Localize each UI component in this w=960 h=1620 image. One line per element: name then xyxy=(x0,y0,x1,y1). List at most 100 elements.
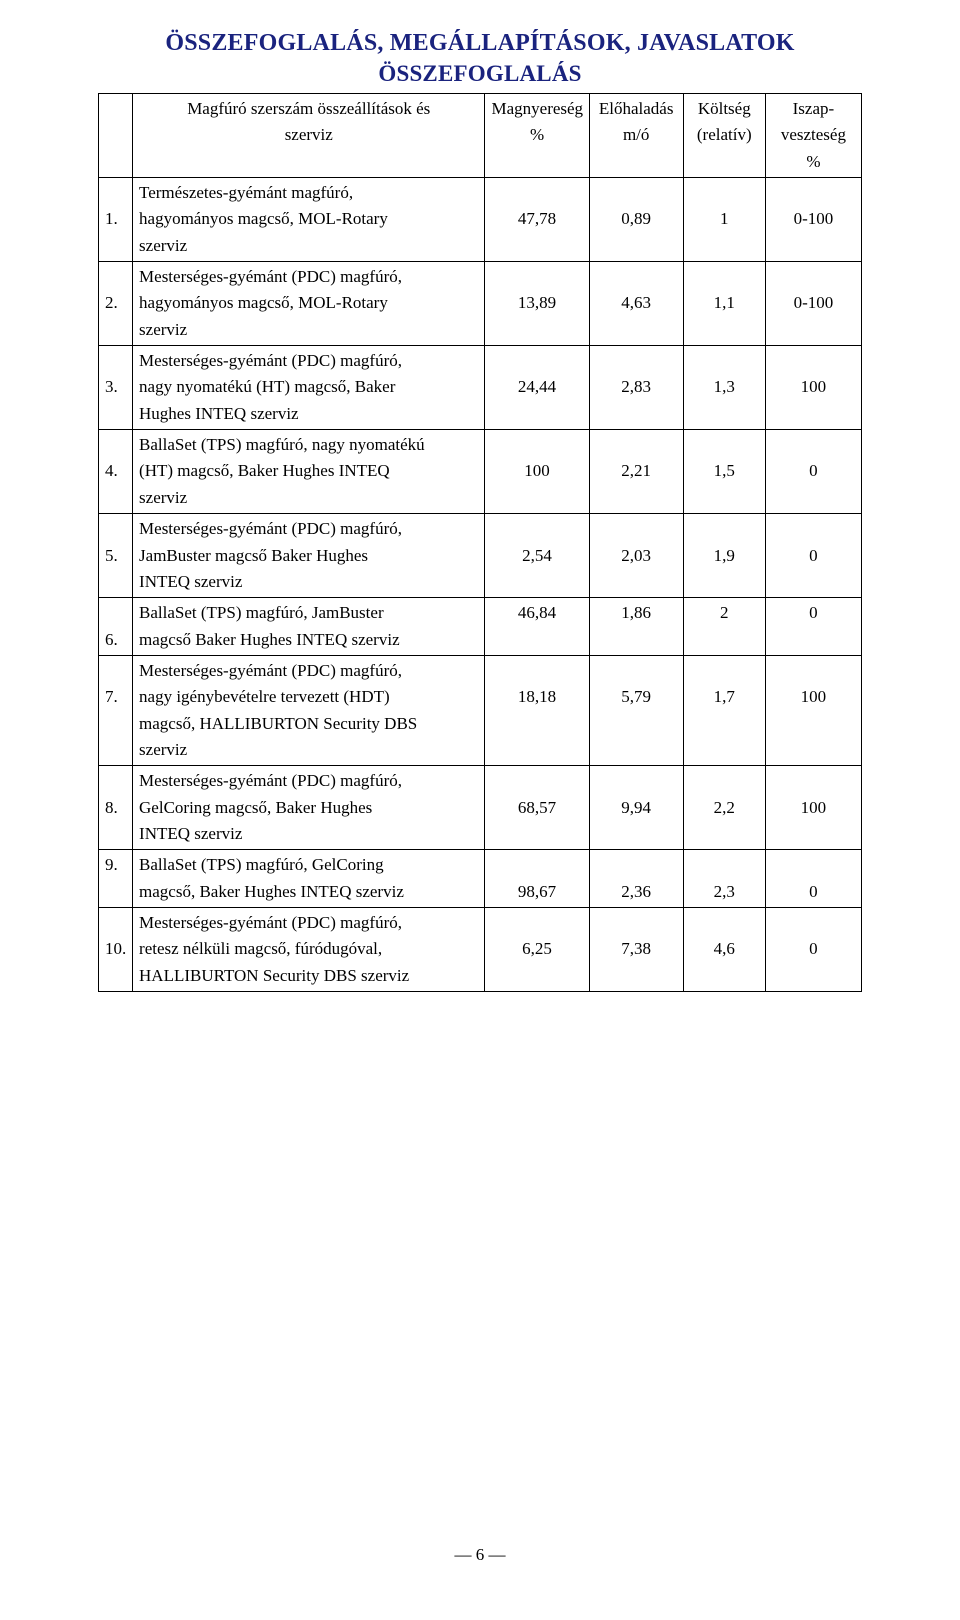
cell-val: 98,67 xyxy=(518,882,556,901)
row-index-val: 1. xyxy=(105,209,118,228)
title-sub: ÖSSZEFOGLALÁS xyxy=(98,61,862,87)
cell-val: 0-100 xyxy=(794,293,834,312)
header-elohaladas-l2: m/ó xyxy=(596,122,677,148)
row-iszap: 0-100 xyxy=(765,178,861,262)
cell-val: 18,18 xyxy=(518,687,556,706)
header-desc: Magfúró szerszám összeállítások és szerv… xyxy=(133,94,485,178)
row-iszap: 0 xyxy=(765,514,861,598)
table-row: 3. Mesterséges-gyémánt (PDC) magfúró, na… xyxy=(99,346,862,430)
cell-val: 1,3 xyxy=(714,377,735,396)
cell-val: 2,2 xyxy=(714,798,735,817)
page: ÖSSZEFOGLALÁS, MEGÁLLAPÍTÁSOK, JAVASLATO… xyxy=(0,0,960,1620)
row-index: 7. xyxy=(99,655,133,765)
table-row: 1. Természetes-gyémánt magfúró, hagyomán… xyxy=(99,178,862,262)
row-elohaladas: 5,79 xyxy=(589,655,683,765)
row-koltseg: 2 xyxy=(683,598,765,656)
row-elohaladas: 4,63 xyxy=(589,262,683,346)
row-desc-line: Mesterséges-gyémánt (PDC) magfúró, xyxy=(139,348,478,374)
cell-val: 100 xyxy=(801,687,827,706)
cell-val: 7,38 xyxy=(621,939,651,958)
table-row: 9. BallaSet (TPS) magfúró, GelCoring mag… xyxy=(99,850,862,908)
cell-val: 5,79 xyxy=(621,687,651,706)
cell-val: 2,36 xyxy=(621,882,651,901)
cell-val: 1,1 xyxy=(714,293,735,312)
cell-val: 0 xyxy=(809,882,818,901)
cell-val: 4,6 xyxy=(714,939,735,958)
row-index-val: 9. xyxy=(105,855,118,874)
row-index-val: 4. xyxy=(105,461,118,480)
cell-val: 4,63 xyxy=(621,293,651,312)
cell-val: 13,89 xyxy=(518,293,556,312)
row-iszap: 100 xyxy=(765,766,861,850)
cell-val: 2,21 xyxy=(621,461,651,480)
table-row: 4. BallaSet (TPS) magfúró, nagy nyomaték… xyxy=(99,430,862,514)
table-row: 8. Mesterséges-gyémánt (PDC) magfúró, Ge… xyxy=(99,766,862,850)
header-iszap-l1: Iszap- xyxy=(772,96,855,122)
cell-val: 100 xyxy=(801,377,827,396)
row-koltseg: 4,6 xyxy=(683,907,765,991)
row-desc-line: INTEQ szerviz xyxy=(139,821,478,847)
row-index: 3. xyxy=(99,346,133,430)
cell-val: 6,25 xyxy=(522,939,552,958)
cell-val: 1 xyxy=(720,209,729,228)
row-desc-line: retesz nélküli magcső, fúródugóval, xyxy=(139,936,478,962)
cell-val: 1,5 xyxy=(714,461,735,480)
row-iszap: 100 xyxy=(765,346,861,430)
header-koltseg-l1: Költség xyxy=(690,96,759,122)
row-koltseg: 1,3 xyxy=(683,346,765,430)
row-desc-line: nagy nyomatékú (HT) magcső, Baker xyxy=(139,374,478,400)
row-desc: BallaSet (TPS) magfúró, nagy nyomatékú (… xyxy=(133,430,485,514)
table-row: 10. Mesterséges-gyémánt (PDC) magfúró, r… xyxy=(99,907,862,991)
row-elohaladas: 2,03 xyxy=(589,514,683,598)
cell-val: 2,83 xyxy=(621,377,651,396)
row-desc-line: szerviz xyxy=(139,737,478,763)
row-desc: Mesterséges-gyémánt (PDC) magfúró, hagyo… xyxy=(133,262,485,346)
row-desc-line: Mesterséges-gyémánt (PDC) magfúró, xyxy=(139,910,478,936)
header-koltseg-l2: (relatív) xyxy=(690,122,759,148)
row-magnyereseg: 24,44 xyxy=(485,346,589,430)
cell-val: 0 xyxy=(809,939,818,958)
cell-val: 24,44 xyxy=(518,377,556,396)
row-desc-line: Hughes INTEQ szerviz xyxy=(139,401,478,427)
row-koltseg: 1,7 xyxy=(683,655,765,765)
row-desc-line: szerviz xyxy=(139,317,478,343)
table-header-row: Magfúró szerszám összeállítások és szerv… xyxy=(99,94,862,178)
row-index: 6. xyxy=(99,598,133,656)
row-desc: BallaSet (TPS) magfúró, JamBuster magcső… xyxy=(133,598,485,656)
row-index-val: 10. xyxy=(105,939,126,958)
row-magnyereseg: 46,84 xyxy=(485,598,589,656)
row-koltseg: 1,9 xyxy=(683,514,765,598)
row-desc: Mesterséges-gyémánt (PDC) magfúró, GelCo… xyxy=(133,766,485,850)
row-desc: BallaSet (TPS) magfúró, GelCoring magcső… xyxy=(133,850,485,908)
header-desc-l2: szerviz xyxy=(139,122,478,148)
cell-val: 1,9 xyxy=(714,546,735,565)
cell-val: 2,54 xyxy=(522,546,552,565)
header-iszap: Iszap- veszteség % xyxy=(765,94,861,178)
header-magnyereseg-l1: Magnyereség xyxy=(491,96,582,122)
row-index: 10. xyxy=(99,907,133,991)
row-desc: Mesterséges-gyémánt (PDC) magfúró, JamBu… xyxy=(133,514,485,598)
cell-val: 100 xyxy=(524,461,550,480)
footer-dash-right: — xyxy=(484,1545,505,1564)
row-desc: Mesterséges-gyémánt (PDC) magfúró, nagy … xyxy=(133,346,485,430)
row-magnyereseg: 68,57 xyxy=(485,766,589,850)
row-magnyereseg: 6,25 xyxy=(485,907,589,991)
header-iszap-l3: % xyxy=(772,149,855,175)
row-index: 1. xyxy=(99,178,133,262)
footer-page-number: 6 xyxy=(476,1545,485,1564)
row-elohaladas: 2,36 xyxy=(589,850,683,908)
cell-val: 2,3 xyxy=(714,882,735,901)
row-desc-line: Mesterséges-gyémánt (PDC) magfúró, xyxy=(139,516,478,542)
header-desc-l1: Magfúró szerszám összeállítások és xyxy=(139,96,478,122)
row-koltseg: 2,2 xyxy=(683,766,765,850)
row-desc-line: BallaSet (TPS) magfúró, GelCoring xyxy=(139,852,478,878)
row-elohaladas: 2,83 xyxy=(589,346,683,430)
row-desc-line: hagyományos magcső, MOL-Rotary xyxy=(139,290,478,316)
row-iszap: 0 xyxy=(765,430,861,514)
header-magnyereseg-l2: % xyxy=(491,122,582,148)
row-index-val: 6. xyxy=(105,630,118,649)
cell-val: 0 xyxy=(809,461,818,480)
row-index: 5. xyxy=(99,514,133,598)
row-iszap: 0 xyxy=(765,598,861,656)
cell-val: 0,89 xyxy=(621,209,651,228)
